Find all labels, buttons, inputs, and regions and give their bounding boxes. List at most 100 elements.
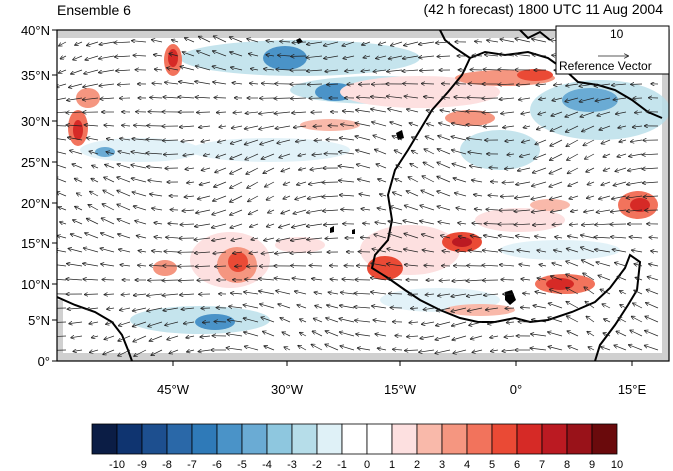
wind-vector [250,223,259,227]
wind-vector [274,98,291,99]
wind-vector [361,237,371,238]
wind-vector [341,209,355,210]
wind-vector [340,305,355,309]
wind-vector [117,177,131,183]
wind-vector [388,221,403,225]
wind-vector [598,275,611,281]
wind-vector [634,290,643,295]
wind-vector [102,204,115,211]
wind-vector [501,196,515,197]
wind-vector [293,209,307,214]
wind-vector [523,126,531,128]
wind-vector [567,153,579,160]
wind-vector [212,209,227,215]
wind-vector [131,165,147,169]
wind-vector [133,335,147,342]
wind-vector [642,154,659,155]
wind-vector [537,250,547,252]
wind-vector [212,223,227,228]
wind-vector [405,350,419,351]
wind-vector [297,181,307,185]
wind-vector [378,179,387,183]
y-tick-label: 5°N [28,313,50,328]
wind-vector [612,195,627,199]
wind-vector [442,97,451,98]
wind-vector [554,250,563,252]
wind-vector [259,125,275,129]
wind-vector [180,126,195,127]
wind-vector [533,167,547,173]
wind-vector [536,84,547,85]
wind-vector [85,55,99,60]
wind-vector [147,294,163,296]
wind-vector [501,280,515,281]
wind-vector [343,111,355,112]
map-border [56,29,670,362]
wind-vector [330,279,339,280]
wind-vector [230,181,243,188]
colorbar-box [316,423,343,455]
wind-vector [520,153,531,157]
colorbar-label: -10 [109,459,125,471]
wind-vector [298,154,307,156]
wind-vector [467,138,483,140]
wind-vector [390,206,403,211]
wind-vector [554,84,563,85]
wind-vector [409,123,419,127]
wind-vector [291,98,307,99]
wind-vector [643,196,659,197]
wind-vector [614,345,627,351]
wind-vector [628,167,643,171]
wind-vector [230,195,243,202]
wind-vector [150,265,163,266]
wind-vector [521,112,531,114]
x-tick-label: 30°W [271,382,303,397]
wind-vector [555,237,563,238]
colorbar-label: -6 [212,459,222,471]
wind-vector [363,56,371,58]
wind-vector [73,55,83,60]
wind-vector [596,210,611,212]
wind-vector [467,98,483,99]
wind-vector [459,236,467,238]
wind-vector [371,292,387,294]
wind-vector [646,303,659,309]
wind-vector [469,321,483,325]
wind-vector [134,125,147,126]
y-tick-label: 20°N [20,196,50,211]
wind-vector [514,210,531,211]
wind-vector [612,249,627,253]
wind-vector [152,208,163,210]
wind-vector [373,70,387,72]
wind-vector [107,308,115,309]
colorbar-box [341,423,368,455]
colorbar-box [491,423,518,455]
wind-vector [204,154,211,156]
wind-vector [311,344,323,351]
wind-vector [295,291,307,295]
wind-vector [566,302,579,309]
wind-vector [152,40,163,42]
wind-vector [146,139,163,140]
wind-vector [104,335,115,339]
wind-vector [230,209,243,215]
wind-vector [121,294,131,295]
wind-vector [403,221,419,225]
wind-vector [100,248,115,253]
wind-vector [404,249,419,253]
wind-vector [58,207,67,211]
wind-vector [514,224,531,225]
wind-vector [387,96,403,98]
wind-vector [284,347,291,350]
wind-vector [409,322,419,323]
y-tick-label: 25°N [20,155,50,170]
wind-vector [438,294,451,296]
wind-vector [422,250,435,252]
wind-vector [118,234,131,239]
wind-vector [147,167,163,168]
colorbar-label: 10 [610,459,624,471]
wind-vector [498,70,515,71]
wind-vector [441,235,451,238]
wind-vector [363,223,371,224]
wind-vector [355,123,371,127]
